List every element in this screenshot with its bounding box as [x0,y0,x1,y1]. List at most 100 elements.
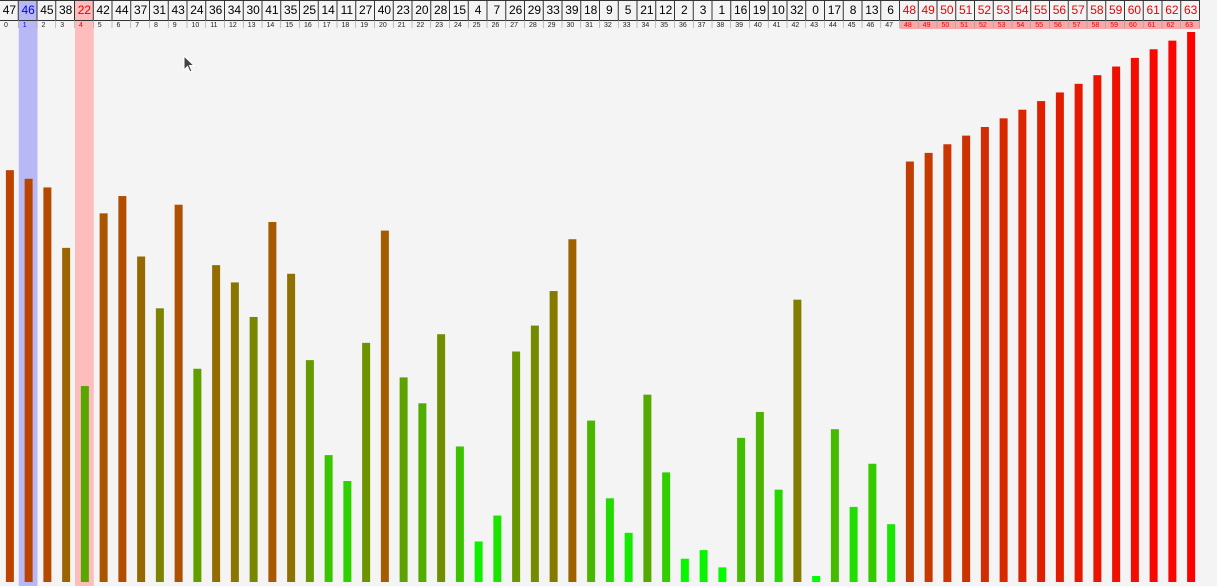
array-index-label: 25 [473,22,481,29]
array-value-label: 16 [734,3,748,17]
value-bar [1112,66,1121,583]
value-bar [493,515,502,582]
value-bar [324,455,333,582]
value-bar [1037,101,1046,582]
array-index-label: 51 [960,22,968,29]
array-index-label: 63 [1185,22,1193,29]
value-bar [530,325,539,582]
value-bar [249,316,258,582]
value-bar [305,360,314,582]
array-value-label: 55 [1034,3,1048,17]
value-bar [62,247,71,582]
array-index-label: 48 [904,22,912,29]
array-value-label: 1 [719,3,726,17]
array-index-label: 20 [379,22,387,29]
value-bar [905,161,914,582]
sorted-index-cell [937,20,957,29]
value-bar [549,291,558,582]
value-bar [849,506,858,582]
sorted-index-cell [900,20,919,29]
value-bar [455,446,464,582]
array-value-label: 30 [246,3,260,17]
value-bar [1093,75,1102,582]
array-value-label: 38 [59,3,73,17]
array-value-label: 31 [153,3,167,17]
array-index-label: 18 [342,22,350,29]
array-index-label: 46 [867,22,875,29]
value-bar [512,351,521,582]
array-value-label: 62 [1165,3,1179,17]
value-bar [99,213,108,583]
array-value-label: 6 [887,3,894,17]
value-bar [774,489,783,582]
array-index-label: 59 [1110,22,1118,29]
array-index-label: 7 [135,22,139,29]
sorted-index-cell [1068,20,1088,29]
sorted-index-cell [1031,20,1050,29]
value-bar [718,567,727,582]
value-bar [80,386,89,582]
array-value-label: 10 [771,3,785,17]
value-bar [193,368,202,582]
value-bar [1055,92,1064,582]
value-bar [174,204,183,582]
array-index-label: 43 [810,22,818,29]
array-value-label: 52 [978,3,992,17]
sorted-index-cell [1050,20,1069,29]
array-index-label: 24 [454,22,462,29]
array-value-label: 9 [606,3,613,17]
array-index-label: 26 [492,22,500,29]
value-bar [643,394,652,582]
array-value-label: 5 [625,3,632,17]
array-index-label: 53 [998,22,1006,29]
value-bar [830,429,839,582]
array-value-label: 35 [284,3,298,17]
array-value-label: 57 [1071,3,1085,17]
array-value-label: 51 [959,3,973,17]
array-value-label: 15 [453,3,467,17]
array-index-label: 33 [623,22,631,29]
sorted-index-cell [956,20,975,29]
array-value-label: 28 [434,3,448,17]
array-value-label: 61 [1146,3,1160,17]
value-bar [362,342,371,582]
array-index-label: 6 [117,22,121,29]
array-index-label: 36 [679,22,687,29]
value-bar [755,411,764,582]
value-bar [24,178,33,583]
highlight-column-red [75,0,94,586]
value-bar [680,558,689,582]
array-index-label: 47 [885,22,893,29]
array-value-label: 44 [115,3,129,17]
array-index-label: 1 [23,22,27,29]
value-bar [137,256,146,582]
array-value-label: 46 [21,3,35,17]
array-value-label: 4 [475,3,482,17]
value-bar [1018,109,1027,582]
array-index-label: 11 [210,22,217,29]
array-index-label: 50 [942,22,950,29]
value-bar [943,144,952,582]
value-bar [887,524,896,582]
array-index-label: 15 [285,22,293,29]
array-value-label: 17 [828,3,842,17]
array-value-label: 13 [865,3,879,17]
array-value-label: 50 [940,3,954,17]
array-value-label: 7 [494,3,501,17]
array-value-label: 14 [321,3,335,17]
array-index-label: 39 [735,22,743,29]
array-index-label: 31 [585,22,593,29]
array-value-label: 27 [359,3,373,17]
array-value-label: 60 [1128,3,1142,17]
value-bar [155,308,164,582]
array-value-label: 25 [303,3,317,17]
array-value-label: 3 [700,3,707,17]
value-bar [1168,40,1177,582]
array-value-label: 39 [565,3,579,17]
array-index-label: 30 [567,22,575,29]
array-index-label: 27 [510,22,518,29]
value-bar [624,532,633,582]
array-index-label: 32 [604,22,612,29]
array-index-label: 2 [42,22,46,29]
array-index-label: 12 [229,22,237,29]
